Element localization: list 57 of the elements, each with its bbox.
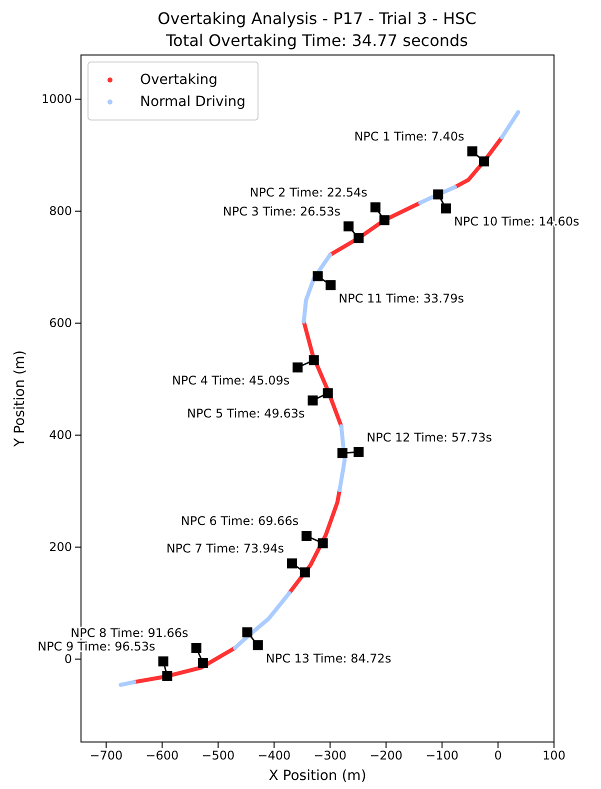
annotation: NPC 11 Time: 33.79s — [338, 291, 464, 306]
y-tick-label: 400 — [49, 428, 72, 442]
point — [252, 640, 263, 650]
point — [354, 233, 364, 244]
annotation: NPC 5 Time: 49.63s — [187, 406, 305, 421]
point — [322, 388, 333, 398]
point — [308, 395, 318, 406]
point — [344, 221, 354, 232]
point — [158, 656, 168, 666]
annotation: NPC 6 Time: 69.66s — [180, 514, 299, 528]
point — [337, 448, 348, 458]
point — [379, 215, 390, 226]
point — [479, 156, 490, 166]
annotation: NPC 1 Time: 7.40s — [354, 130, 464, 144]
point — [287, 558, 298, 568]
x-tick-label: 0 — [494, 748, 502, 763]
annotation: NPC 7 Time: 73.94s — [166, 542, 284, 556]
legend-label: Normal Driving — [140, 94, 246, 110]
point — [292, 362, 303, 372]
annotation: NPC 13 Time: 84.72s — [266, 651, 392, 666]
annotation: NPC 2 Time: 22.54s — [250, 186, 368, 200]
y-tick-label: 1000 — [41, 92, 72, 106]
annotation: NPC 4 Time: 45.09s — [172, 374, 290, 388]
point — [198, 658, 208, 668]
point — [162, 670, 172, 681]
x-tick-label: −200 — [370, 748, 403, 763]
x-tick-label: −600 — [146, 748, 179, 763]
x-tick-label: −100 — [426, 748, 459, 763]
point — [308, 355, 319, 366]
annotation: NPC 12 Time: 57.73s — [366, 430, 492, 444]
chart-title: Overtaking Analysis - P17 - Trial 3 - HSC — [158, 9, 476, 28]
chart-subtitle: Total Overtaking Time: 34.77 seconds — [164, 31, 468, 50]
point — [433, 189, 444, 200]
point — [326, 280, 336, 290]
legend-label: Overtaking — [140, 72, 218, 88]
y-tick-label: 0 — [64, 652, 72, 666]
annotation: NPC 3 Time: 26.53s — [222, 204, 341, 219]
x-tick-label: −400 — [258, 748, 291, 763]
point — [318, 538, 328, 548]
point — [312, 271, 323, 282]
point — [440, 203, 451, 214]
point — [300, 567, 310, 578]
point — [467, 146, 478, 156]
y-tick-label: 200 — [49, 540, 72, 554]
point — [242, 627, 252, 638]
point — [354, 446, 364, 457]
y-axis-title: Y Position (m) — [12, 350, 28, 448]
x-tick-label: 100 — [542, 748, 566, 763]
x-tick-label: −500 — [202, 748, 235, 763]
y-tick-label: 800 — [49, 204, 72, 218]
x-tick-label: −700 — [90, 748, 123, 763]
point — [370, 202, 380, 212]
y-tick-label: 600 — [49, 316, 72, 330]
x-tick-label: −300 — [314, 748, 347, 763]
x-axis-title: X Position (m) — [268, 768, 366, 784]
point — [302, 530, 312, 541]
point — [191, 642, 202, 653]
